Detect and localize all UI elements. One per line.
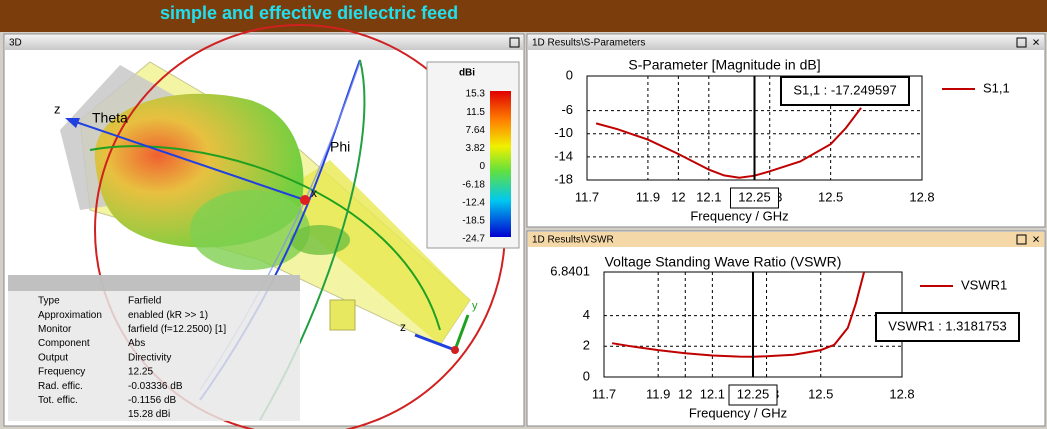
axis-label: z (54, 101, 61, 116)
info-box (8, 275, 300, 421)
legend-label: VSWR1 (961, 277, 1007, 292)
chart-title: S-Parameter [Magnitude in dB] (628, 57, 820, 73)
close-button[interactable]: × (1032, 34, 1040, 49)
colorbar-label: 7.64 (466, 125, 486, 136)
y-tick-label: -14 (554, 148, 573, 163)
marker-label: VSWR1 : 1.3181753 (888, 318, 1007, 333)
colorbar-unit: dBi (459, 68, 475, 79)
y-tick-label: 4 (583, 307, 590, 322)
x-tick-label: 11.7 (575, 189, 599, 204)
marker-x-box (730, 187, 779, 209)
marker-x-box (728, 384, 778, 406)
x-tick-label: 11.9 (636, 189, 660, 204)
x-tick-label: 12.1 (700, 386, 725, 401)
x-tick-label: 12 (678, 386, 692, 401)
info-cell: Component (38, 338, 90, 349)
info-cell: Tot. effic. (38, 395, 78, 406)
info-cell: Abs (128, 338, 145, 349)
charts: 1D Results\S-Parameters S-Parameter [Magn… (532, 38, 1020, 420)
panel-title-bar (5, 35, 523, 50)
y-tick-label: -10 (554, 125, 573, 140)
x-tick-label: 12.8 (909, 189, 934, 204)
chart-title: Voltage Standing Wave Ratio (VSWR) (605, 254, 842, 270)
x-axis-label: Frequency / GHz (690, 208, 788, 223)
series-line (611, 271, 866, 358)
maximize-button[interactable] (1016, 234, 1027, 245)
info-cell: Type (38, 296, 60, 307)
info-title-strip (8, 275, 300, 291)
marker-x-label: 12.25 (738, 189, 771, 204)
axis-label: y (472, 300, 478, 312)
x-tick-label: 11.7 (592, 386, 616, 401)
info-cell: enabled (kR >> 1) (128, 310, 208, 321)
axis-label: Phi (330, 139, 350, 155)
colorbar-label: -24.7 (462, 234, 485, 245)
series-line (595, 107, 862, 179)
window-buttons: × × (1016, 34, 1040, 246)
info-cell: Output (38, 352, 68, 363)
y-tick-label: -18 (554, 171, 573, 186)
colorbar-label: 3.82 (466, 143, 486, 154)
marker-box (780, 76, 910, 106)
marker-x-label: 12.25 (737, 386, 770, 401)
colorbar-labels: 15.3 11.5 7.64 3.82 0 -6.18 -12.4 -18.5 -24.7 (462, 89, 485, 245)
colorbar (490, 91, 511, 237)
header-bar (0, 0, 1047, 32)
axis-label: Theta (92, 110, 128, 126)
axis-label: z (400, 320, 406, 334)
legend-label: S1,1 (983, 80, 1010, 95)
x-tick-label: 12 (671, 189, 685, 204)
info-cell: 12.25 (128, 367, 153, 378)
y-tick-label: -6 (561, 102, 573, 117)
y-tick-label: 0 (566, 67, 573, 82)
info-cell: Frequency (38, 367, 85, 378)
x-tick-label: 12.8 (889, 386, 914, 401)
y-tick-label: 2 (583, 338, 590, 353)
info-cell: -0.03336 dB (128, 381, 183, 392)
marker-label: S1,1 : -17.249597 (793, 82, 896, 97)
x-tick-label: 12.5 (808, 386, 833, 401)
x-axis-label: Frequency / GHz (689, 405, 787, 420)
y-tick-label: 0 (583, 368, 590, 383)
y-tick-label: 6.8401 (550, 263, 590, 278)
render-3d (60, 24, 506, 429)
colorbar-label: 15.3 (466, 89, 486, 100)
info-cell: Directivity (128, 352, 171, 363)
panel-title: 3D (9, 38, 22, 49)
x-tick-label: 12.5 (818, 189, 843, 204)
info-cell: Monitor (38, 324, 72, 335)
close-button[interactable]: × (1032, 231, 1040, 246)
info-cell: -0.1156 dB (128, 395, 177, 406)
colorbar-label: -12.4 (462, 197, 485, 208)
panel-sparam (526, 33, 1046, 228)
panel-title: 1D Results\VSWR (532, 235, 614, 246)
info-cell: Rad. effic. (38, 381, 83, 392)
panel-title: 1D Results\S-Parameters (532, 38, 645, 49)
info-cell: Farfield (128, 296, 161, 307)
header-title: simple and effective dielectric feed (160, 3, 458, 23)
colorbar-label: -18.5 (462, 216, 485, 227)
x-tick-label: 11.9 (646, 386, 670, 401)
panel-title-bar (528, 35, 1044, 50)
x-tick-label: 12.1 (696, 189, 721, 204)
info-cell: Approximation (38, 310, 102, 321)
maximize-button[interactable] (509, 37, 520, 48)
panel-title-bar (528, 232, 1044, 247)
info-cell: farfield (f=12.2500) [1] (128, 324, 226, 335)
axis-label: x (311, 186, 317, 200)
marker-box (875, 312, 1020, 342)
colorbar-label: 0 (479, 161, 485, 172)
colorbar-label: 11.5 (466, 107, 485, 118)
maximize-button[interactable] (1016, 37, 1027, 48)
info-table: Type Farfield Approximation enabled (kR >> … (38, 296, 226, 421)
info-cell: 15.28 dBi (128, 409, 170, 420)
colorbar-label: -6.18 (462, 179, 485, 190)
